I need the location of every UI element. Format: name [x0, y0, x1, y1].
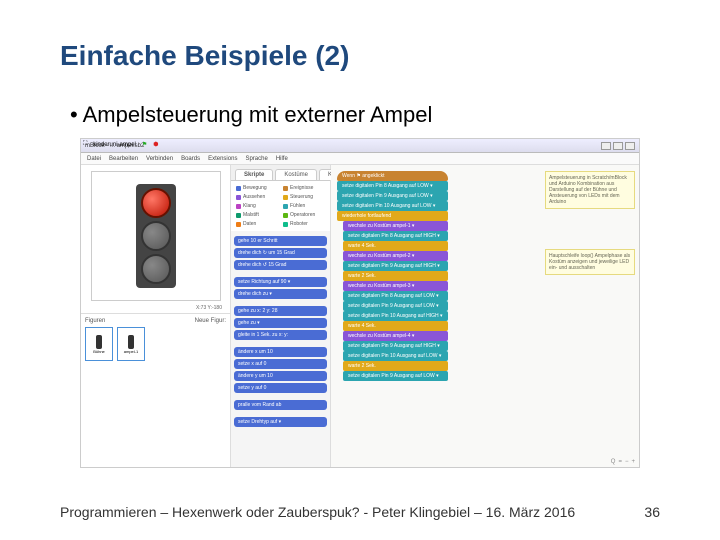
- menu-item-extensions[interactable]: Extensions: [208, 156, 237, 162]
- script-area[interactable]: ✎ ⧉ ✂ ＋ － Wenn ⚑ angeklicktsetze digital…: [331, 165, 639, 467]
- category-daten[interactable]: Daten: [234, 220, 280, 228]
- script-block[interactable]: setze digitalen Pin 10 Ausgang auf HIGH …: [343, 311, 448, 321]
- palette-column: SkripteKostümeKlänge BewegungEreignisseA…: [231, 165, 331, 467]
- zoom-fit-icon[interactable]: Q: [611, 459, 616, 465]
- green-light: [141, 254, 171, 284]
- script-block[interactable]: setze digitalen Pin 8 Ausgang auf HIGH ▾: [343, 231, 448, 241]
- palette-block[interactable]: pralle vom Rand ab: [234, 400, 327, 410]
- yellow-light: [141, 221, 171, 251]
- script-block[interactable]: wiederhole fortlaufend: [337, 211, 448, 221]
- stop-icon[interactable]: ⬢: [153, 141, 158, 148]
- script-block[interactable]: setze digitalen Pin 10 Ausgang auf LOW ▾: [337, 201, 448, 211]
- window-titlebar: mBlock - ... ampel.sb2: [81, 139, 639, 153]
- palette-block[interactable]: drehe dich ↻ um 15 Grad: [234, 248, 327, 258]
- screenshot-container: mBlock - ... ampel.sb2 Datei Bearbeiten Ve…: [80, 138, 640, 468]
- red-light: [141, 188, 171, 218]
- palette-block[interactable]: ändere x um 10: [234, 347, 327, 357]
- script-block[interactable]: wechsle zu Kostüm ampel-3 ▾: [343, 281, 448, 291]
- block-palette: gehe 10 er Schritt drehe dich ↻ um 15 Gra…: [231, 231, 330, 467]
- script-block[interactable]: setze digitalen Pin 9 Ausgang auf HIGH ▾: [343, 341, 448, 351]
- script-block[interactable]: setze digitalen Pin 8 Ausgang auf LOW ▾: [343, 291, 448, 301]
- menu-item-verbinden[interactable]: Verbinden: [146, 156, 173, 162]
- script-block[interactable]: setze digitalen Pin 8 Ausgang auf LOW ▾: [337, 181, 448, 191]
- category-grid: BewegungEreignisseAussehenSteuerungKlang…: [231, 181, 330, 231]
- sprite-thumb-bühne[interactable]: Bühne: [85, 327, 113, 361]
- palette-block[interactable]: setze y auf 0: [234, 383, 327, 393]
- stage-label: kinderuni-ampel: [93, 142, 136, 148]
- sprite-area: Figuren Neue Figur: Bühneampel-1: [81, 313, 230, 467]
- script-block[interactable]: setze digitalen Pin 9 Ausgang auf LOW ▾: [343, 371, 448, 381]
- tab-kostüme[interactable]: Kostüme: [275, 169, 317, 180]
- category-fühlen[interactable]: Fühlen: [281, 202, 327, 210]
- script-block[interactable]: setze digitalen Pin 9 Ausgang auf LOW ▾: [343, 301, 448, 311]
- category-malstift[interactable]: Malstift: [234, 211, 280, 219]
- script-block[interactable]: wechsle zu Kostüm ampel-2 ▾: [343, 251, 448, 261]
- script-block[interactable]: setze digitalen Pin 9 Ausgang auf LOW ▾: [337, 191, 448, 201]
- palette-block[interactable]: gleite in 1 Sek. zu x: y:: [234, 330, 327, 340]
- comment-note-1[interactable]: Ampelsteuerung in Scratch/mBlock und Ard…: [545, 171, 635, 209]
- category-steuerung[interactable]: Steuerung: [281, 193, 327, 201]
- new-sprite-label: Neue Figur:: [195, 318, 226, 324]
- minimize-button[interactable]: [601, 142, 611, 150]
- category-roboter[interactable]: Roboter: [281, 220, 327, 228]
- palette-block[interactable]: ändere y um 10: [234, 371, 327, 381]
- zoom-out-icon[interactable]: −: [625, 459, 629, 465]
- stage-top-icons: ⛶ kinderuni-ampel ⚑ ⬢: [83, 141, 159, 148]
- menu-item-datei[interactable]: Datei: [87, 156, 101, 162]
- zoom-in-icon[interactable]: +: [631, 459, 635, 465]
- menu-item-sprache[interactable]: Sprache: [245, 156, 267, 162]
- script-block[interactable]: warte 2 Sek.: [343, 271, 448, 281]
- script-block[interactable]: warte 4 Sek.: [343, 241, 448, 251]
- palette-block[interactable]: drehe dich ↺ 15 Grad: [234, 260, 327, 270]
- palette-block[interactable]: gehe zu x: 2 y: 28: [234, 306, 327, 316]
- slide-footer: Programmieren – Hexenwerk oder Zauberspu…: [60, 504, 660, 520]
- workspace: ⛶ kinderuni-ampel ⚑ ⬢ X:73 Y:-180 Figure: [81, 165, 639, 467]
- slide-title: Einfache Beispiele (2): [60, 40, 660, 72]
- comment-note-2[interactable]: Hauptschleife loop() Ampelphase als Kost…: [545, 249, 635, 275]
- script-block[interactable]: setze digitalen Pin 9 Ausgang auf HIGH ▾: [343, 261, 448, 271]
- footer-page-number: 36: [644, 504, 660, 520]
- menu-item-boards[interactable]: Boards: [181, 156, 200, 162]
- bullet-point: Ampelsteuerung mit externer Ampel: [70, 102, 660, 128]
- sprite-thumb-ampel-1[interactable]: ampel-1: [117, 327, 145, 361]
- tab-skripte[interactable]: Skripte: [235, 169, 273, 180]
- script-block[interactable]: setze digitalen Pin 10 Ausgang auf LOW ▾: [343, 351, 448, 361]
- window-buttons: [601, 142, 635, 150]
- hat-block[interactable]: Wenn ⚑ angeklickt: [337, 171, 448, 181]
- footer-left: Programmieren – Hexenwerk oder Zauberspu…: [60, 504, 575, 520]
- close-button[interactable]: [625, 142, 635, 150]
- palette-block[interactable]: drehe dich zu ▾: [234, 289, 327, 299]
- script-block[interactable]: wechsle zu Kostüm ampel-4 ▾: [343, 331, 448, 341]
- fullscreen-icon[interactable]: ⛶: [83, 141, 87, 148]
- category-klang[interactable]: Klang: [234, 202, 280, 210]
- menu-bar: Datei Bearbeiten Verbinden Boards Extensions…: [81, 153, 639, 165]
- stage-column: ⛶ kinderuni-ampel ⚑ ⬢ X:73 Y:-180 Figure: [81, 165, 231, 467]
- zoom-controls: Q = − +: [611, 459, 635, 465]
- palette-block[interactable]: gehe zu ▾: [234, 318, 327, 328]
- main-script-stack[interactable]: Wenn ⚑ angeklicktsetze digitalen Pin 8 A…: [337, 171, 448, 381]
- maximize-button[interactable]: [613, 142, 623, 150]
- palette-block[interactable]: setze x auf 0: [234, 359, 327, 369]
- menu-item-bearbeiten[interactable]: Bearbeiten: [109, 156, 138, 162]
- script-block[interactable]: warte 4 Sek.: [343, 321, 448, 331]
- category-operatoren[interactable]: Operatoren: [281, 211, 327, 219]
- traffic-light-sprite: [136, 184, 176, 288]
- category-aussehen[interactable]: Aussehen: [234, 193, 280, 201]
- sprite-header: Figuren: [85, 318, 105, 324]
- stage-coords: X:73 Y:-180: [81, 303, 230, 313]
- green-flag-icon[interactable]: ⚑: [142, 141, 147, 148]
- menu-item-hilfe[interactable]: Hilfe: [276, 156, 288, 162]
- zoom-reset-icon[interactable]: =: [618, 459, 622, 465]
- script-block[interactable]: warte 2 Sek.: [343, 361, 448, 371]
- tab-bar: SkripteKostümeKlänge: [231, 165, 330, 181]
- palette-block[interactable]: setze Richtung auf 90 ▾: [234, 277, 327, 287]
- stage-area[interactable]: [91, 171, 221, 301]
- category-bewegung[interactable]: Bewegung: [234, 184, 280, 192]
- palette-block[interactable]: gehe 10 er Schritt: [234, 236, 327, 246]
- script-block[interactable]: wechsle zu Kostüm ampel-1 ▾: [343, 221, 448, 231]
- palette-block[interactable]: setze Drehtyp auf ▾: [234, 417, 327, 427]
- category-ereignisse[interactable]: Ereignisse: [281, 184, 327, 192]
